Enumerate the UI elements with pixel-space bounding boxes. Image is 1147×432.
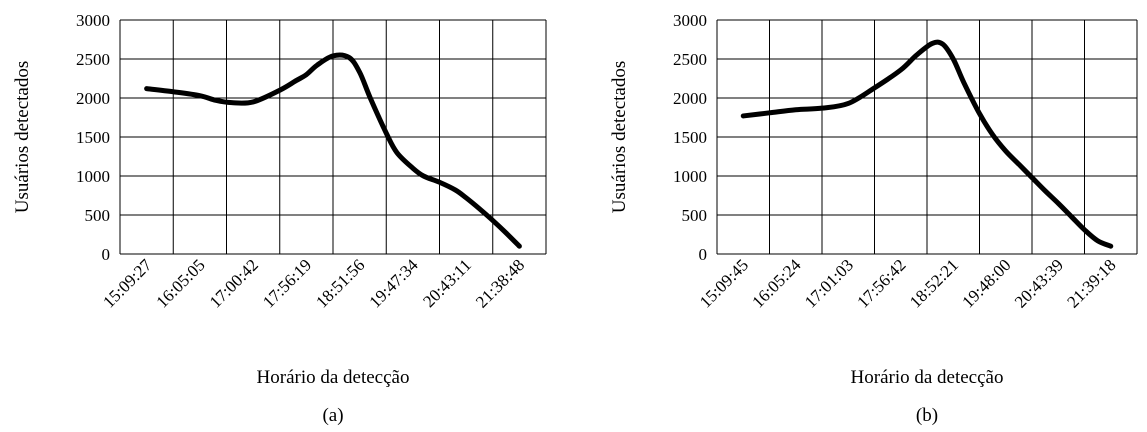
y-tick-label: 1000 — [76, 167, 110, 186]
x-tick-label: 17:56:19 — [259, 255, 315, 311]
x-tick-label: 16:05:05 — [153, 255, 209, 311]
x-tick-label: 19:47:34 — [366, 255, 423, 312]
chart-panel-0: 05001000150020002500300015:09:2716:05:05… — [12, 11, 547, 426]
x-tick-label: 18:51:56 — [312, 255, 368, 311]
x-axis-label: Horário da detecção — [851, 367, 1004, 388]
panel-label: (b) — [916, 405, 938, 426]
y-tick-label: 500 — [682, 206, 708, 225]
x-tick-label: 17:00:42 — [206, 255, 262, 311]
x-tick-label: 19:48:00 — [958, 255, 1014, 311]
x-tick-label: 17:01:03 — [801, 255, 857, 311]
y-tick-label: 3000 — [76, 11, 110, 30]
y-tick-label: 2000 — [673, 89, 707, 108]
series-line — [740, 39, 1114, 249]
x-tick-label: 18:52:21 — [906, 255, 962, 311]
y-tick-label: 1000 — [673, 167, 707, 186]
x-tick-label: 20:43:11 — [419, 255, 475, 311]
y-tick-label: 2500 — [76, 50, 110, 69]
y-tick-label: 2500 — [673, 50, 707, 69]
y-tick-label: 500 — [85, 206, 111, 225]
panel-label: (a) — [322, 405, 343, 426]
x-tick-label: 21:38:48 — [472, 255, 528, 311]
series-line — [144, 52, 522, 249]
x-tick-label: 21:39:18 — [1063, 255, 1119, 311]
y-tick-label: 0 — [102, 245, 111, 264]
y-axis-label: Usuários detectados — [12, 61, 33, 213]
y-tick-label: 3000 — [673, 11, 707, 30]
y-tick-label: 2000 — [76, 89, 110, 108]
y-tick-label: 1500 — [673, 128, 707, 147]
y-axis-label: Usuários detectados — [609, 61, 630, 213]
x-tick-label: 16:05:24 — [748, 255, 805, 312]
x-tick-label: 20:43:39 — [1011, 255, 1067, 311]
x-tick-label: 17:56:42 — [853, 255, 909, 311]
chart-panel-1: 05001000150020002500300015:09:4516:05:24… — [609, 11, 1138, 426]
y-tick-label: 0 — [699, 245, 708, 264]
y-tick-label: 1500 — [76, 128, 110, 147]
x-axis-label: Horário da detecção — [257, 367, 410, 388]
